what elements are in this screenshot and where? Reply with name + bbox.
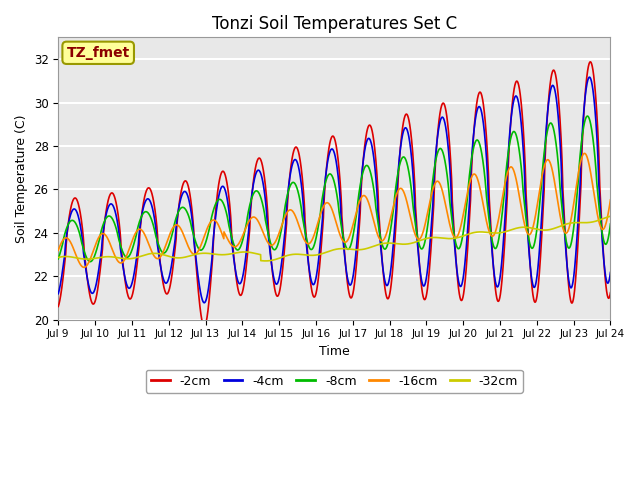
X-axis label: Time: Time (319, 345, 349, 358)
Y-axis label: Soil Temperature (C): Soil Temperature (C) (15, 114, 28, 243)
Title: Tonzi Soil Temperatures Set C: Tonzi Soil Temperatures Set C (212, 15, 457, 33)
Legend: -2cm, -4cm, -8cm, -16cm, -32cm: -2cm, -4cm, -8cm, -16cm, -32cm (146, 370, 523, 393)
Text: TZ_fmet: TZ_fmet (67, 46, 130, 60)
